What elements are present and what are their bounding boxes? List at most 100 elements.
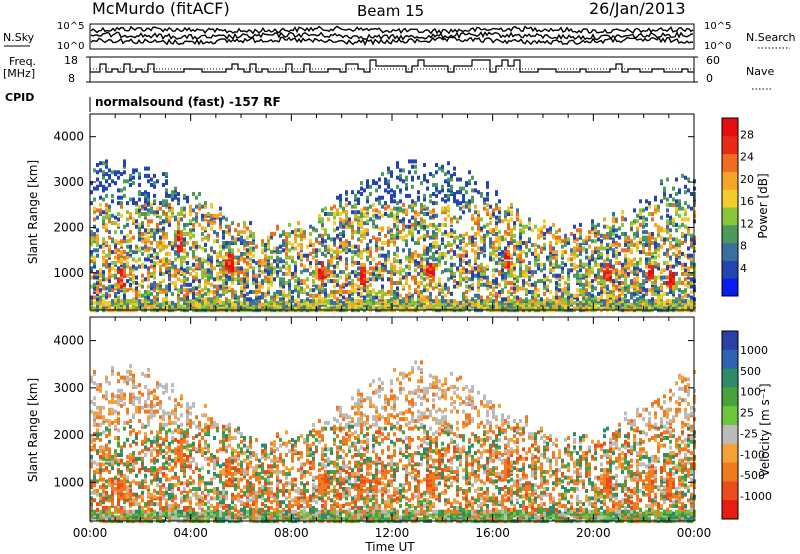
heat-cell <box>606 257 609 262</box>
heat-cell <box>660 179 663 184</box>
heat-cell <box>423 268 426 273</box>
heat-cell <box>318 268 321 273</box>
heat-cell <box>471 248 474 253</box>
heat-cell <box>576 264 579 269</box>
heat-cell <box>384 261 387 265</box>
heat-cell <box>636 277 639 282</box>
heat-cell <box>648 232 651 236</box>
heat-cell <box>648 299 651 304</box>
heat-cell <box>99 268 102 273</box>
heat-cell <box>201 226 204 231</box>
heat-cell <box>543 277 546 282</box>
heat-cell <box>621 270 624 275</box>
heat-cell <box>435 244 438 249</box>
heat-cell <box>276 262 279 267</box>
heat-cell <box>606 242 609 247</box>
heat-cell <box>585 299 588 304</box>
heat-cell <box>189 219 192 224</box>
heat-cell <box>144 244 147 249</box>
heat-cell <box>351 190 354 195</box>
heat-cell <box>687 232 690 236</box>
heat-cell <box>378 199 381 204</box>
heat-cell <box>504 297 507 302</box>
heat-cell <box>357 253 360 258</box>
heat-cell <box>447 299 450 304</box>
heat-cell <box>387 290 390 294</box>
heat-cell <box>654 284 657 289</box>
heat-cell <box>306 277 309 282</box>
heat-cell <box>549 268 552 273</box>
heat-cell <box>582 239 585 244</box>
heat-cell <box>489 304 492 309</box>
heat-cell <box>228 253 231 258</box>
heat-cell <box>177 217 180 222</box>
heat-cell <box>462 291 465 296</box>
heat-cell <box>594 233 597 238</box>
heat-cell <box>387 230 390 235</box>
heat-cell <box>393 206 396 211</box>
heat-cell <box>99 161 102 166</box>
heat-cell <box>276 300 279 305</box>
nsearch-exp-lo: 10^0 <box>704 41 731 52</box>
heat-cell <box>606 302 609 307</box>
nsky-exp-hi: 10^5 <box>57 21 84 32</box>
heat-cell <box>666 177 669 182</box>
heat-cell <box>477 232 480 236</box>
heat-cell <box>663 237 666 242</box>
heat-cell <box>330 257 333 262</box>
heat-cell <box>141 279 144 284</box>
heat-cell <box>360 299 363 304</box>
heat-cell <box>444 282 447 287</box>
ytick-label: 2000 <box>53 220 84 234</box>
heat-cell <box>267 270 270 275</box>
heat-cell <box>669 219 672 224</box>
heat-cell <box>561 239 564 244</box>
heat-cell <box>375 291 378 296</box>
heat-cell <box>243 271 246 276</box>
heat-cell <box>222 264 225 269</box>
heat-cell <box>540 268 543 273</box>
heat-cell <box>525 297 528 302</box>
heat-cell <box>666 208 669 213</box>
heat-cell <box>630 221 633 226</box>
heat-cell <box>258 284 261 289</box>
heat-cell <box>165 235 168 240</box>
heat-cell <box>666 251 669 256</box>
heat-cell <box>513 233 516 238</box>
heat-cell <box>222 300 225 305</box>
heat-cell <box>117 222 120 227</box>
heat-cell <box>492 212 495 216</box>
heat-cell <box>345 297 348 302</box>
heat-cell <box>684 262 687 267</box>
heat-cell <box>537 293 540 298</box>
heat-cell <box>198 206 201 211</box>
heat-cell <box>393 199 396 204</box>
heat-cell <box>300 286 303 291</box>
heat-cell <box>435 300 438 305</box>
heat-cell <box>678 281 681 285</box>
heat-cell <box>330 212 333 216</box>
heat-cell <box>99 202 102 207</box>
heat-cell <box>669 233 672 238</box>
heat-cell <box>534 297 537 302</box>
heat-cell <box>210 273 213 278</box>
heat-cell <box>384 188 387 193</box>
heat-cell <box>618 261 621 265</box>
heat-cell <box>390 266 393 271</box>
heat-cell <box>489 237 492 242</box>
heat-cell <box>420 202 423 207</box>
heat-cell <box>165 270 168 275</box>
heat-cell <box>525 306 528 311</box>
heat-cell <box>315 237 318 242</box>
heat-cell <box>639 261 642 265</box>
heat-cell <box>435 262 438 267</box>
heat-cell <box>378 253 381 258</box>
heat-cell <box>147 253 150 258</box>
nave-line <box>90 59 694 73</box>
heat-cell <box>186 282 189 287</box>
heat-cell <box>144 299 147 304</box>
heat-cell <box>519 239 522 244</box>
heat-cell <box>114 230 117 235</box>
heat-cell <box>255 273 258 278</box>
heat-cell <box>123 262 126 267</box>
